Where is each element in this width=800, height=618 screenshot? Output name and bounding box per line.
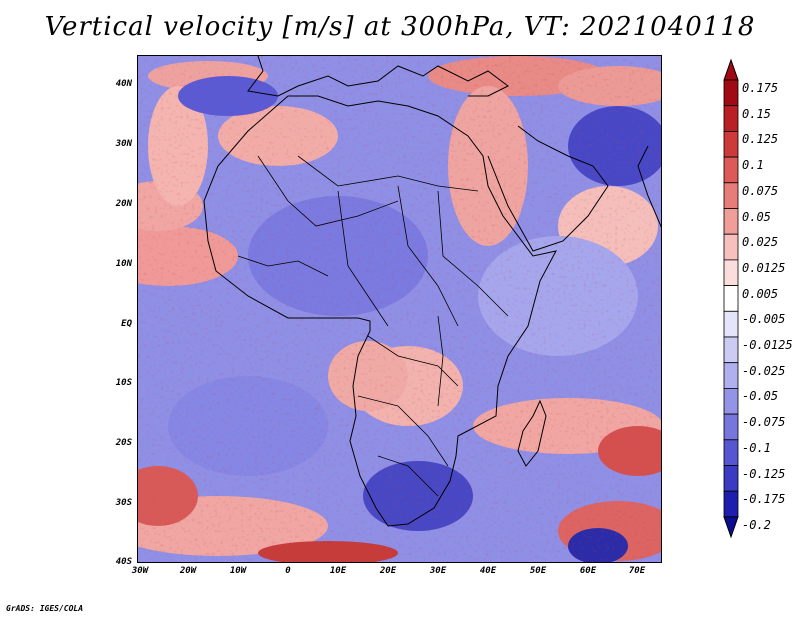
chart-title: Vertical velocity [m/s] at 300hPa, VT: 2… [44, 12, 756, 42]
lat-label: 10N [115, 259, 132, 269]
lon-label: 30W [131, 566, 149, 576]
colorbar-tick-label: -0.1 [742, 440, 771, 455]
colorbar-swatch [723, 310, 739, 338]
colorbar-swatch [723, 156, 739, 184]
country-borders [237, 155, 509, 497]
madagascar-coastline [517, 399, 547, 467]
colorbar-tick-label: 0.1 [742, 158, 764, 173]
colorbar-tick-label: 0.075 [742, 183, 779, 198]
colorbar-tick-label: 0.005 [742, 286, 779, 301]
lat-label: 10S [115, 378, 132, 388]
lon-label: 0 [285, 566, 291, 576]
colorbar: 0.175 0.15 0.125 0.1 0.075 0.05 0.025 0.0125 0.0… [722, 58, 800, 558]
colorbar-swatch [723, 490, 739, 518]
colorbar-swatch [723, 439, 739, 466]
india-coastline [637, 145, 661, 228]
colorbar-tick-label: -0.125 [742, 466, 786, 481]
colorbar-tick-label: 0.05 [742, 209, 771, 224]
europe-coastline [247, 56, 509, 97]
colorbar-tick-label: -0.075 [742, 415, 786, 430]
lon-label: 60E [579, 566, 597, 576]
colorbar-swatch [723, 362, 739, 389]
lat-label: 40S [115, 557, 132, 567]
lon-label: 40E [479, 566, 497, 576]
lat-label: 30N [115, 139, 132, 149]
colorbar-swatch [723, 105, 739, 132]
colorbar-arrow-top [723, 58, 739, 81]
colorbar-swatch [723, 259, 739, 286]
colorbar-tick-label: -0.2 [742, 517, 771, 532]
colorbar-tick-label: 0.025 [742, 235, 779, 250]
colorbar-tick-label: -0.005 [742, 312, 786, 327]
lon-label: 10W [229, 566, 247, 576]
lon-label: 10E [329, 566, 347, 576]
field-speckle [138, 56, 661, 562]
lon-label: 30E [429, 566, 447, 576]
lat-label: 20S [115, 438, 132, 448]
arabia-coastline [487, 125, 609, 252]
lat-label: 40N [115, 79, 132, 89]
lon-label: 20W [179, 566, 197, 576]
lat-label: 20N [115, 199, 132, 209]
lon-label: 20E [379, 566, 397, 576]
lat-label: 30S [115, 498, 132, 508]
colorbar-swatches [723, 58, 739, 539]
lon-label: 70E [628, 566, 646, 576]
colorbar-tick-label: 0.0125 [742, 260, 786, 275]
colorbar-swatch [723, 465, 739, 492]
grads-credit: GrADS: IGES/COLA [6, 604, 84, 613]
colorbar-swatch [723, 79, 739, 107]
lat-label: EQ [121, 319, 132, 329]
colorbar-swatch [723, 387, 739, 415]
colorbar-tick-label: 0.125 [742, 132, 779, 147]
colorbar-swatch [723, 182, 739, 209]
colorbar-swatch [723, 336, 739, 364]
colorbar-swatch [723, 233, 739, 261]
lon-label: 50E [529, 566, 547, 576]
colorbar-swatch [723, 208, 739, 235]
colorbar-tick-label: -0.175 [742, 492, 786, 507]
colorbar-tick-label: -0.025 [742, 363, 786, 378]
vertical-velocity-map [138, 56, 661, 562]
colorbar-tick-label: -0.0125 [742, 338, 793, 352]
colorbar-swatch [723, 413, 739, 441]
map-plot-area [137, 55, 662, 563]
colorbar-tick-label: 0.15 [742, 106, 771, 121]
coastlines [203, 56, 661, 527]
africa-coastline [203, 95, 557, 527]
colorbar-swatch [723, 131, 739, 158]
colorbar-tick-label: 0.175 [742, 81, 779, 95]
colorbar-arrow-bottom [723, 516, 739, 539]
colorbar-swatch [723, 285, 739, 312]
colorbar-tick-label: -0.05 [742, 389, 779, 404]
